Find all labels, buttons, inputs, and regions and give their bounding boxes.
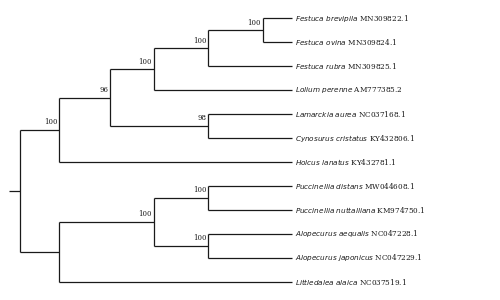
Text: $\it{Littledalea\ alaica}$ NC037519.1: $\it{Littledalea\ alaica}$ NC037519.1: [296, 277, 407, 287]
Text: 100: 100: [193, 37, 206, 44]
Text: $\it{Puccinellia\ distans}$ MW044608.1: $\it{Puccinellia\ distans}$ MW044608.1: [296, 181, 415, 191]
Text: 100: 100: [138, 58, 152, 65]
Text: 96: 96: [100, 86, 108, 94]
Text: 100: 100: [193, 234, 206, 242]
Text: 100: 100: [44, 118, 58, 126]
Text: $\it{Holcus\ lanatus}$ KY432781.1: $\it{Holcus\ lanatus}$ KY432781.1: [296, 157, 397, 167]
Text: $\it{Alopecurus\ japonicus}$ NC047229.1: $\it{Alopecurus\ japonicus}$ NC047229.1: [296, 252, 422, 263]
Text: $\it{Festuca\ rubra}$ MN309825.1: $\it{Festuca\ rubra}$ MN309825.1: [296, 61, 398, 71]
Text: $\it{Cynosurus\ cristatus}$ KY432806.1: $\it{Cynosurus\ cristatus}$ KY432806.1: [296, 133, 416, 143]
Text: $\it{Puccinellia\ nuttalliana}$ KM974750.1: $\it{Puccinellia\ nuttalliana}$ KM974750…: [296, 205, 426, 215]
Text: $\it{Festuca\ brevipila}$ MN309822.1: $\it{Festuca\ brevipila}$ MN309822.1: [296, 13, 409, 24]
Text: 100: 100: [248, 19, 261, 27]
Text: 98: 98: [198, 114, 206, 122]
Text: 100: 100: [193, 186, 206, 194]
Text: 100: 100: [138, 210, 152, 218]
Text: $\it{Alopecurus\ aequalis}$ NC047228.1: $\it{Alopecurus\ aequalis}$ NC047228.1: [296, 228, 418, 239]
Text: $\it{Festuca\ ovina}$ MN309824.1: $\it{Festuca\ ovina}$ MN309824.1: [296, 37, 398, 47]
Text: $\it{Lamarckia\ aurea}$ NC037168.1: $\it{Lamarckia\ aurea}$ NC037168.1: [296, 109, 406, 119]
Text: $\it{Lolium\ perenne}$ AM777385.2: $\it{Lolium\ perenne}$ AM777385.2: [296, 85, 403, 95]
